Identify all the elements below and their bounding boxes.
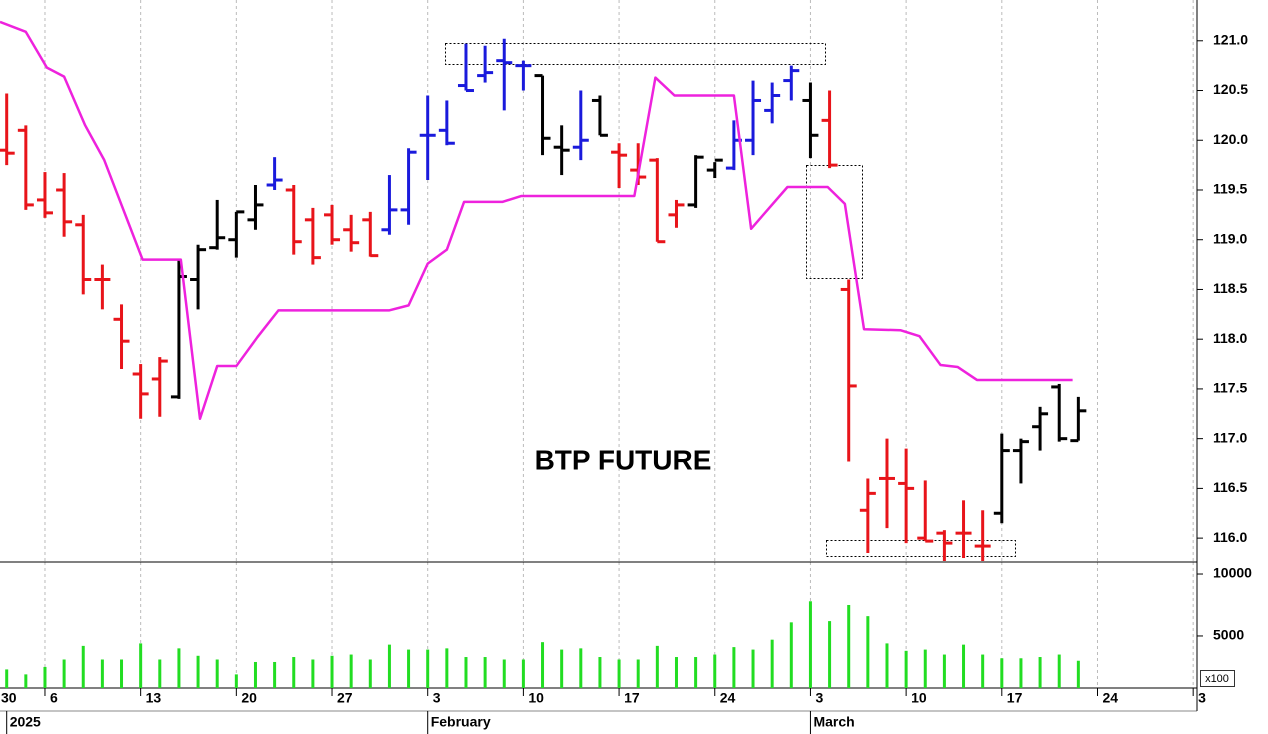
volume-bar: [62, 659, 66, 688]
volume-bar: [808, 601, 812, 688]
y-tick-label: 117.5: [1213, 380, 1247, 396]
volume-bar: [617, 659, 621, 688]
volume-bar: [579, 648, 583, 688]
y-tick-label: 116.0: [1213, 529, 1247, 545]
volume-bar: [1019, 658, 1023, 688]
volume-bar: [636, 659, 640, 688]
volume-bar: [1000, 658, 1004, 688]
volume-bar: [713, 654, 717, 688]
volume-bar: [483, 657, 487, 688]
volume-bar: [253, 661, 257, 688]
volume-bar: [81, 645, 85, 688]
volume-bar: [923, 649, 927, 688]
volume-bar: [502, 659, 506, 688]
volume-bar: [177, 648, 181, 688]
volume-bar: [981, 654, 985, 688]
volume-bar: [1076, 660, 1080, 688]
volume-bar: [828, 621, 832, 688]
volume-bar: [234, 674, 238, 688]
volume-bar: [273, 661, 277, 688]
volume-bar: [5, 669, 9, 688]
x-tick-label: 20: [241, 690, 257, 706]
y-tick-label: 120.5: [1213, 81, 1248, 97]
volume-bar: [1057, 654, 1061, 688]
unit-box: [1200, 670, 1235, 687]
overlay-line: [0, 20, 1073, 421]
volume-bar: [445, 648, 449, 688]
y-tick-label: 119.0: [1213, 230, 1247, 246]
x-tick-label: 30: [1, 690, 17, 706]
volume-bar: [464, 657, 468, 688]
x-tick-label: 17: [624, 690, 640, 706]
volume-bar: [521, 659, 525, 688]
annotation-box: [445, 43, 826, 65]
volume-bar: [330, 655, 334, 688]
y-tick-label: 116.5: [1213, 479, 1247, 495]
volume-bar: [387, 644, 391, 688]
volume-bar: [732, 647, 736, 688]
volume-bar: [885, 643, 889, 688]
volume-bar: [43, 666, 47, 688]
volume-bar: [100, 659, 104, 688]
x-tick-label: 3: [815, 690, 823, 706]
volume-bar: [789, 622, 793, 688]
volume-bar: [196, 655, 200, 688]
volume-bar: [311, 659, 315, 688]
volume-bar: [866, 616, 870, 688]
unit-label: x100: [1205, 673, 1229, 685]
volume-bar: [120, 659, 124, 688]
volume-bar: [847, 604, 851, 688]
volume-bar: [962, 644, 966, 688]
volume-bar: [1038, 657, 1042, 688]
volume-bar: [407, 649, 411, 688]
month-label: February: [431, 714, 491, 730]
y-tick-label: 119.5: [1213, 181, 1247, 197]
volume-bar: [942, 654, 946, 688]
volume-bar: [215, 659, 219, 688]
y-tick-label: 118.5: [1213, 280, 1247, 296]
volume-bar: [674, 657, 678, 688]
x-tick-label: 10: [911, 690, 927, 706]
volume-bar: [368, 659, 372, 688]
annotation-box: [826, 540, 1016, 557]
x-tick-label: 13: [146, 690, 162, 706]
volume-bar: [598, 657, 602, 688]
month-label: 2025: [10, 714, 41, 730]
x-tick-label: 10: [528, 690, 544, 706]
volume-bar: [655, 645, 659, 688]
x-tick-label: 27: [337, 690, 353, 706]
volume-bar: [139, 643, 143, 688]
x-tick-label: 17: [1007, 690, 1023, 706]
y-tick-label: 120.0: [1213, 131, 1248, 147]
volume-bar: [541, 642, 545, 688]
volume-bar: [770, 639, 774, 688]
volume-bar: [349, 654, 353, 688]
volume-bar: [158, 659, 162, 688]
volume-bar: [24, 674, 28, 688]
x-tick-label: 3: [433, 690, 441, 706]
y-tick-label: 118.0: [1213, 330, 1247, 346]
volume-bar: [751, 649, 755, 688]
volume-bar: [292, 657, 296, 688]
x-tick-label: 24: [1102, 690, 1118, 706]
volume-bar: [560, 649, 564, 688]
x-tick-label: 24: [720, 690, 736, 706]
month-label: March: [813, 714, 854, 730]
y-tick-label: 117.0: [1213, 429, 1247, 445]
chart-title: BTP FUTURE: [535, 444, 712, 475]
x-tick-label: 3: [1198, 690, 1206, 706]
x-tick-label: 6: [50, 690, 58, 706]
volume-bar: [904, 650, 908, 688]
y-tick-label: 121.0: [1213, 31, 1248, 47]
y-tick-label: 10000: [1213, 565, 1252, 581]
volume-bar: [426, 649, 430, 688]
y-tick-label: 5000: [1213, 627, 1244, 643]
volume-bar: [694, 657, 698, 688]
